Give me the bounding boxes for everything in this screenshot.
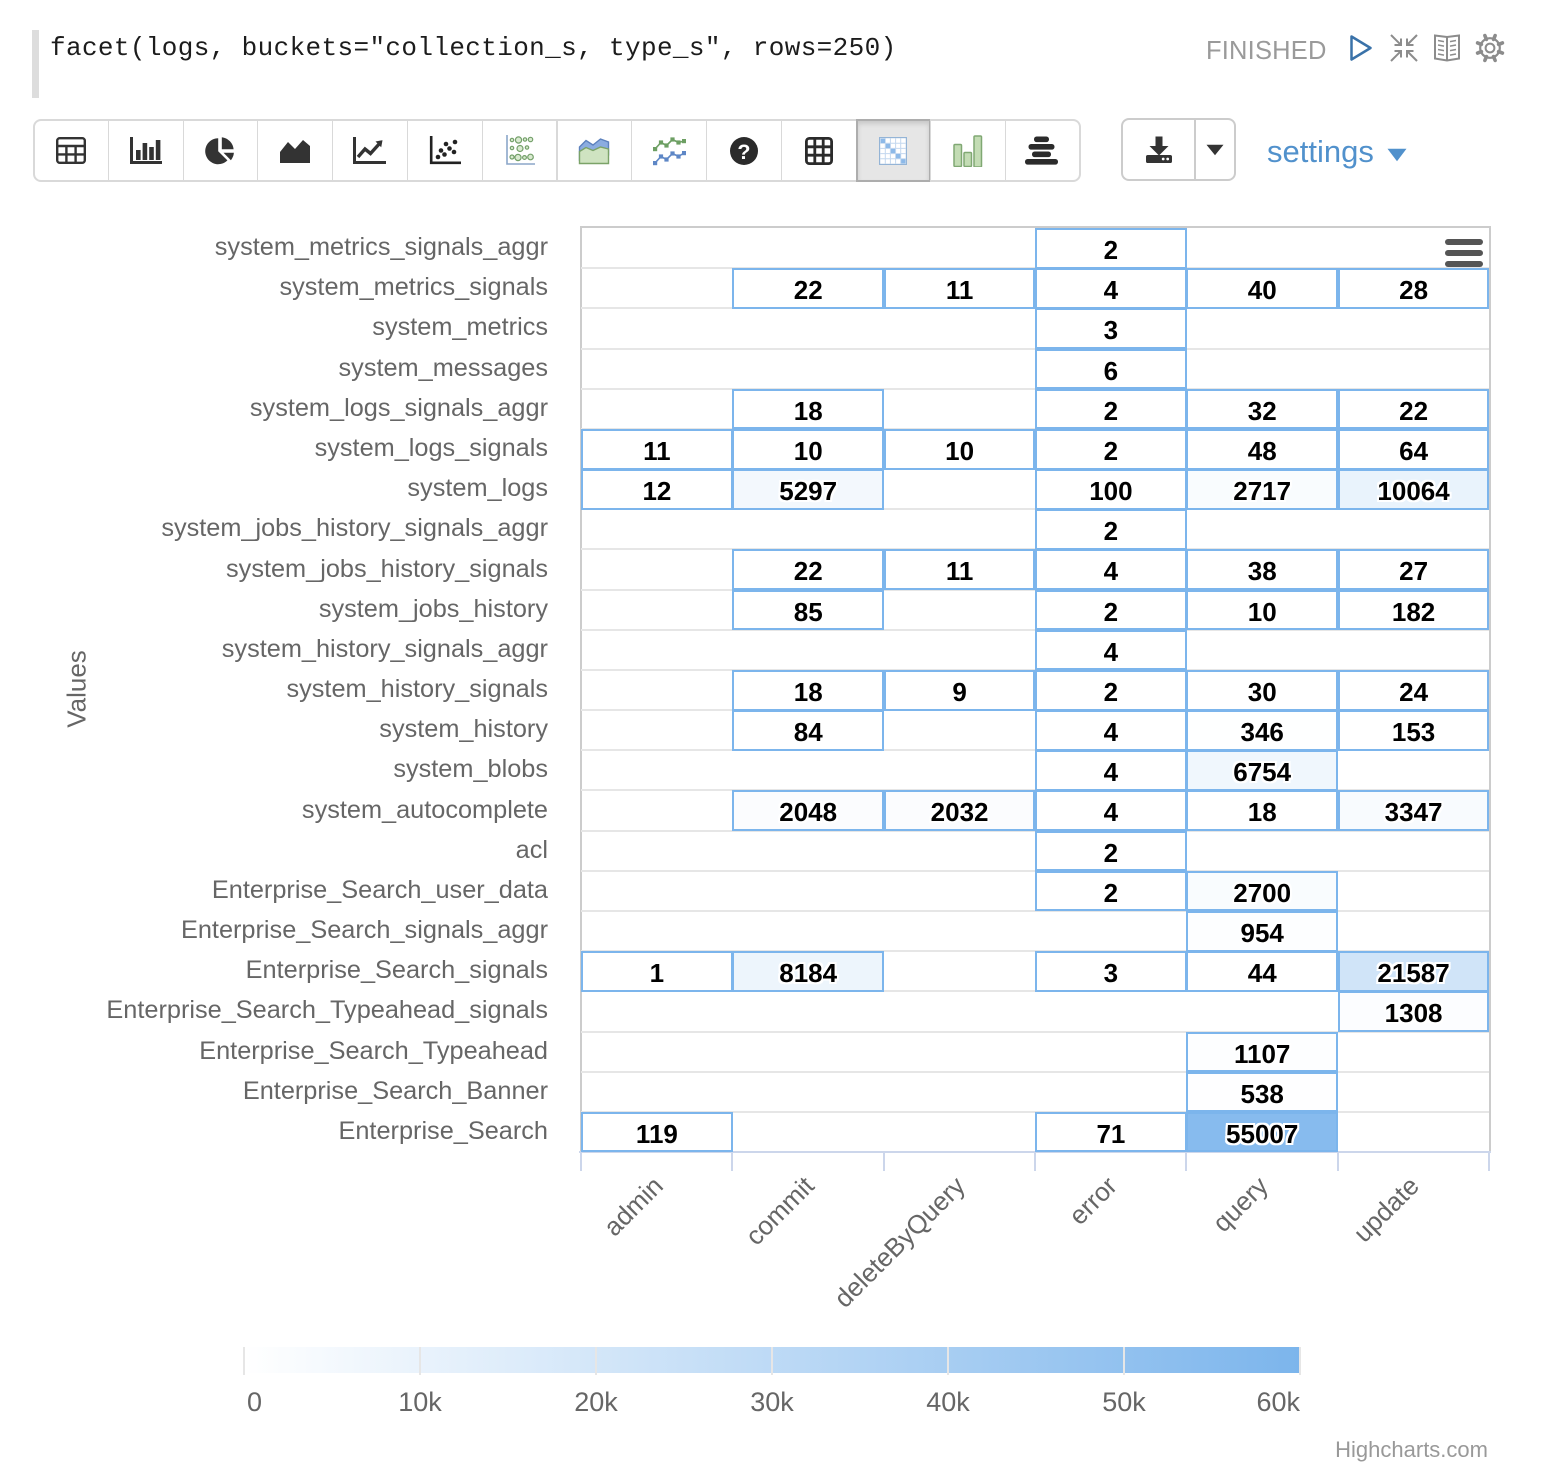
svg-text:?: ?	[737, 139, 750, 163]
